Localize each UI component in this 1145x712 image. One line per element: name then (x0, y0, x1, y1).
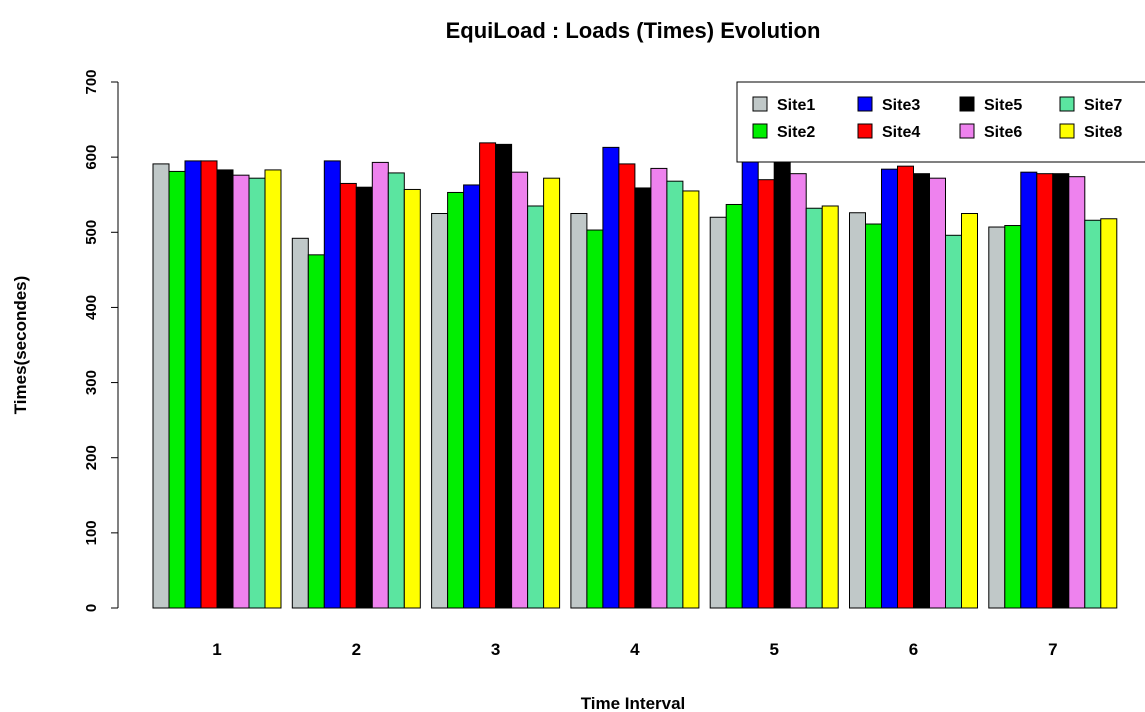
legend-swatch-site7 (1059, 96, 1075, 112)
bar-site7-interval-3 (527, 205, 545, 609)
bar-site4-interval-7 (1036, 173, 1054, 609)
bar-site5-interval-2 (355, 186, 373, 609)
bar-site1-interval-6 (849, 212, 866, 609)
bar-site1-interval-5 (709, 216, 727, 609)
bar-site4-interval-4 (618, 163, 636, 609)
bar-site8-interval-3 (543, 177, 561, 609)
bar-site6-interval-7 (1068, 176, 1086, 609)
bar-site2-interval-4 (586, 229, 604, 609)
bar-site1-interval-2 (291, 237, 309, 609)
bar-site2-interval-6 (865, 223, 882, 609)
bar-site8-interval-5 (821, 205, 839, 609)
y-tick-label: 700 (83, 69, 100, 94)
chart-title: EquiLoad : Loads (Times) Evolution (446, 18, 821, 43)
bar-site4-interval-6 (897, 165, 914, 609)
x-tick-label: 4 (630, 640, 640, 659)
bar-site6-interval-2 (371, 161, 389, 609)
legend-label-site7: Site7 (1084, 97, 1122, 114)
y-tick-label: 100 (83, 520, 100, 545)
legend-swatch-site8 (1059, 123, 1075, 139)
legend-swatch-site2 (752, 123, 768, 139)
bar-site3-interval-6 (881, 168, 898, 609)
legend-swatch-site1 (752, 96, 768, 112)
bar-site4-interval-2 (339, 182, 357, 609)
legend-label-site2: Site2 (777, 124, 815, 141)
legend-swatch-site3 (857, 96, 873, 112)
y-tick-label: 600 (83, 145, 100, 170)
bar-site2-interval-5 (725, 203, 743, 609)
bar-site5-interval-3 (495, 143, 513, 609)
bar-site7-interval-7 (1084, 219, 1102, 609)
bar-site8-interval-1 (264, 169, 282, 609)
bar-site3-interval-5 (741, 160, 759, 609)
bar-site1-interval-7 (988, 226, 1006, 609)
bar-site3-interval-7 (1020, 171, 1038, 609)
bar-site4-interval-1 (200, 160, 218, 609)
bar-site7-interval-2 (387, 172, 405, 609)
bar-site3-interval-1 (184, 160, 202, 609)
y-tick-label: 300 (83, 370, 100, 395)
legend-label-site3: Site3 (882, 97, 920, 114)
x-tick-label: 2 (352, 640, 361, 659)
bar-site7-interval-1 (248, 177, 266, 609)
bar-site8-interval-7 (1100, 218, 1118, 609)
y-tick-label: 500 (83, 220, 100, 245)
legend-box (736, 81, 1145, 163)
bar-site4-interval-5 (757, 179, 775, 609)
bar-site7-interval-5 (805, 207, 823, 609)
x-tick-label: 5 (769, 640, 778, 659)
x-tick-label: 3 (491, 640, 500, 659)
bar-site6-interval-4 (650, 167, 668, 609)
legend: Site1 Site2 Site3 Site4 Site5 Site6 Site7 Site8 (736, 81, 1145, 163)
bar-site7-interval-4 (666, 180, 684, 609)
bar-site2-interval-2 (307, 254, 325, 609)
y-tick-label: 0 (83, 604, 100, 612)
bar-site5-interval-6 (913, 173, 930, 609)
legend-swatch-site4 (857, 123, 873, 139)
bar-site8-interval-2 (403, 188, 421, 609)
bar-site6-interval-3 (511, 171, 529, 609)
bar-site7-interval-6 (945, 234, 962, 609)
legend-swatch-site6 (959, 123, 975, 139)
bar-site3-interval-3 (463, 184, 481, 609)
bars-group (152, 142, 1118, 609)
legend-label-site4: Site4 (882, 124, 920, 141)
y-tick-label: 200 (83, 445, 100, 470)
bar-site1-interval-1 (152, 163, 170, 609)
bar-site2-interval-7 (1004, 225, 1022, 609)
x-tick-label: 7 (1048, 640, 1057, 659)
y-axis: 0 100 200 300 400 500 600 700 (83, 69, 119, 612)
x-tick-label: 6 (909, 640, 918, 659)
legend-label-site1: Site1 (777, 97, 815, 114)
y-axis-label: Times(secondes) (11, 276, 30, 415)
bar-site3-interval-2 (323, 160, 341, 609)
x-axis-label: Time Interval (581, 694, 686, 712)
bar-site8-interval-4 (682, 190, 700, 609)
legend-label-site5: Site5 (984, 97, 1022, 114)
bar-site8-interval-6 (961, 213, 978, 609)
bar-site6-interval-1 (232, 174, 250, 609)
bar-site1-interval-4 (570, 213, 588, 609)
legend-label-site8: Site8 (1084, 124, 1122, 141)
bar-site5-interval-7 (1052, 173, 1070, 609)
bar-site4-interval-3 (479, 142, 497, 609)
bar-site5-interval-1 (216, 169, 234, 609)
x-tick-label: 1 (212, 640, 221, 659)
y-tick-label: 400 (83, 295, 100, 320)
bar-site2-interval-3 (447, 191, 465, 609)
bar-site6-interval-5 (789, 173, 807, 609)
bar-site1-interval-3 (431, 213, 449, 609)
bar-site5-interval-4 (634, 187, 652, 609)
legend-swatch-site5 (959, 96, 975, 112)
x-axis-tick-labels: 1 2 3 4 5 6 7 (212, 640, 1057, 659)
legend-label-site6: Site6 (984, 124, 1022, 141)
bar-site2-interval-1 (168, 170, 186, 609)
bar-site3-interval-4 (602, 146, 620, 609)
bar-site5-interval-5 (773, 152, 791, 609)
bar-site6-interval-6 (929, 177, 946, 609)
